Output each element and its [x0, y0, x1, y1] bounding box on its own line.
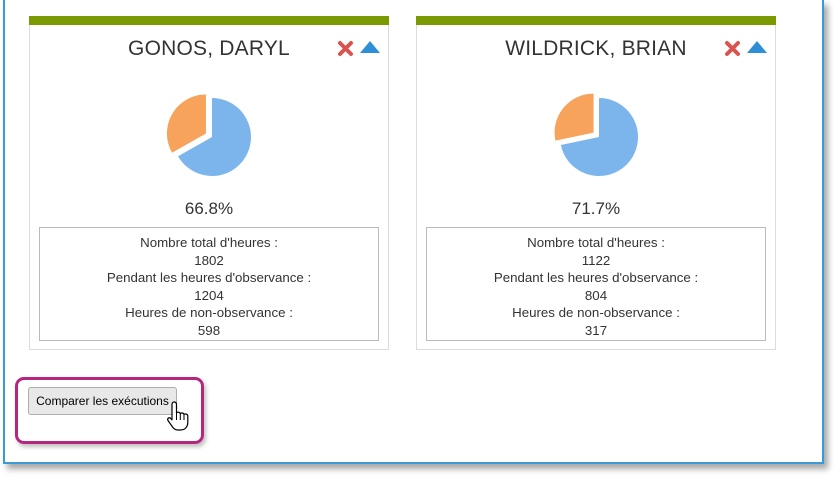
- collapse-up-icon[interactable]: [747, 41, 767, 53]
- observance-hours-label: Pendant les heures d'observance :: [106, 270, 312, 285]
- patient-name: WILDRICK, BRIAN: [505, 37, 687, 60]
- pie-slice-non-observance: [554, 93, 594, 141]
- patient-name: GONOS, DARYL: [128, 37, 290, 60]
- hand-pointer-icon: [167, 401, 189, 431]
- patient-card-1: GONOS, DARYL 66.8% Nombre total d'heures…: [29, 16, 389, 350]
- observance-percentage: 66.8%: [184, 199, 234, 218]
- compare-button-highlight: [15, 377, 204, 444]
- collapse-up-icon[interactable]: [360, 41, 380, 53]
- non-observance-hours-label: Heures de non-observance :: [512, 305, 680, 320]
- hours-summary: Nombre total d'heures : 1802 Pendant les…: [39, 227, 379, 341]
- total-hours-label: Nombre total d'heures :: [140, 235, 278, 250]
- total-hours-value: 1802: [194, 252, 224, 268]
- observance-pie-chart: [166, 94, 251, 176]
- compare-executions-button[interactable]: Comparer les exécutions: [28, 387, 177, 415]
- close-icon[interactable]: [337, 40, 354, 57]
- observance-pie-chart: [554, 93, 639, 176]
- observance-hours-value: 1204: [194, 287, 224, 303]
- total-hours-label: Nombre total d'heures :: [527, 235, 665, 250]
- non-observance-hours-value: 598: [197, 322, 221, 338]
- observance-hours-value: 804: [584, 287, 608, 303]
- hours-summary: Nombre total d'heures : 1122 Pendant les…: [426, 227, 766, 341]
- patient-card-2: WILDRICK, BRIAN 71.7% Nombre total d'heu…: [416, 16, 776, 350]
- pie-slice-observance: [560, 98, 639, 176]
- total-hours-value: 1122: [581, 252, 611, 268]
- screenshot-frame: GONOS, DARYL 66.8% Nombre total d'heures…: [3, 0, 824, 464]
- pie-slice-non-observance: [166, 94, 206, 153]
- observance-hours-label: Pendant les heures d'observance :: [493, 270, 699, 285]
- observance-percentage: 71.7%: [571, 199, 621, 218]
- pie-slice-observance: [178, 98, 251, 176]
- card-header-bar: [416, 16, 776, 25]
- non-observance-hours-value: 317: [584, 322, 608, 338]
- non-observance-hours-label: Heures de non-observance :: [125, 305, 293, 320]
- close-icon[interactable]: [724, 40, 741, 57]
- card-header-bar: [29, 16, 389, 25]
